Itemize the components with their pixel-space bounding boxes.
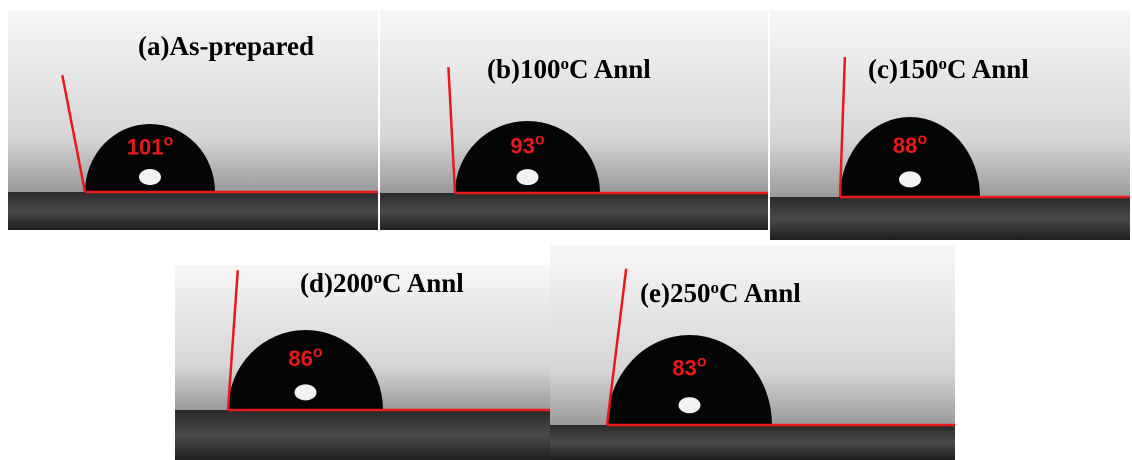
label-prefix: (d)200	[300, 268, 374, 298]
panel-label: (e)250oC Annl	[640, 278, 801, 308]
label-suffix: C Annl	[719, 278, 801, 308]
label-prefix: (e)250	[640, 278, 710, 308]
angle-value: 83	[672, 356, 696, 381]
label-prefix: (b)100	[487, 54, 561, 84]
label-suffix: C Annl	[382, 268, 464, 298]
angle-value: 93	[510, 133, 534, 158]
photo-substrate	[550, 425, 955, 460]
angle-unit: o	[697, 354, 707, 371]
figure: 101o(a)As-prepared93o(b)100oC Annl88o(c)…	[0, 0, 1132, 460]
angle-value: 86	[288, 346, 312, 371]
panel: 86o(d)200oC Annl	[175, 265, 550, 460]
label-suffix: C Annl	[569, 54, 651, 84]
droplet-reflection	[517, 169, 539, 185]
panel: 88o(c)150oC Annl	[770, 10, 1130, 240]
label-prefix: (a)As-prepared	[138, 31, 314, 61]
photo-substrate	[770, 197, 1130, 240]
label-sup: o	[561, 54, 570, 73]
panel-label: (c)150oC Annl	[868, 54, 1029, 84]
photo-substrate	[380, 193, 768, 230]
photo-substrate	[8, 192, 378, 230]
angle-unit: o	[535, 131, 545, 148]
droplet-reflection	[679, 397, 701, 413]
droplet-reflection	[139, 169, 161, 185]
panel: 93o(b)100oC Annl	[380, 10, 768, 230]
droplet-reflection	[899, 171, 921, 187]
angle-unit: o	[313, 344, 323, 361]
label-sup: o	[938, 54, 947, 73]
angle-value: 88	[893, 133, 917, 158]
panel-label: (a)As-prepared	[138, 31, 314, 61]
panel-label: (d)200oC Annl	[300, 268, 464, 298]
droplet-reflection	[295, 384, 317, 400]
angle-unit: o	[163, 133, 173, 150]
label-prefix: (c)150	[868, 54, 938, 84]
photo-substrate	[175, 410, 550, 460]
panel: 101o (a)As-prepared	[8, 10, 378, 230]
label-suffix: C Annl	[947, 54, 1029, 84]
angle-value: 101	[127, 135, 164, 160]
angle-unit: o	[917, 131, 927, 148]
label-sup: o	[710, 278, 719, 297]
label-sup: o	[374, 268, 383, 287]
panel: 83o(e)250oC Annl	[550, 245, 955, 460]
panel-label: (b)100oC Annl	[487, 54, 651, 84]
